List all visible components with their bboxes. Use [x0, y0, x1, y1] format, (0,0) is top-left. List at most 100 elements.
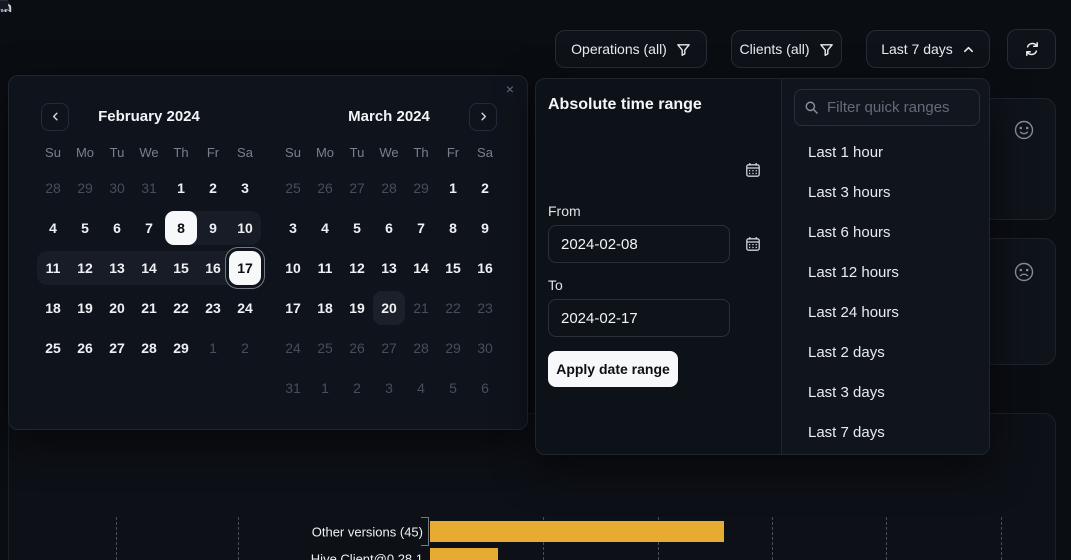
calendar-day[interactable]: 21: [133, 288, 165, 328]
calendar-day[interactable]: 24: [229, 288, 261, 328]
calendar-day[interactable]: 29: [405, 168, 437, 208]
calendar-day[interactable]: 29: [69, 168, 101, 208]
calendar-day[interactable]: 8: [437, 208, 469, 248]
calendar-day[interactable]: 14: [405, 248, 437, 288]
previous-month-button[interactable]: [41, 103, 69, 131]
calendar-day[interactable]: 15: [437, 248, 469, 288]
calendar-day[interactable]: 18: [37, 288, 69, 328]
calendar-icon[interactable]: [745, 236, 761, 257]
calendar-day[interactable]: 16: [197, 248, 229, 288]
calendar-day[interactable]: 11: [37, 248, 69, 288]
calendar-day[interactable]: 13: [101, 248, 133, 288]
calendar-day[interactable]: 29: [437, 328, 469, 368]
calendar-day[interactable]: 10: [277, 248, 309, 288]
clients-filter-button[interactable]: Clients (all): [731, 30, 842, 68]
from-date-input[interactable]: [548, 225, 730, 263]
calendar-day[interactable]: 1: [309, 368, 341, 408]
calendar-day[interactable]: 6: [469, 368, 501, 408]
calendar-day[interactable]: 13: [373, 248, 405, 288]
calendar-day[interactable]: 22: [165, 288, 197, 328]
calendar-day[interactable]: 18: [309, 288, 341, 328]
calendar-day[interactable]: 22: [437, 288, 469, 328]
calendar-day[interactable]: 25: [277, 168, 309, 208]
calendar-day[interactable]: 8: [165, 208, 197, 248]
calendar-day[interactable]: 5: [69, 208, 101, 248]
calendar-day[interactable]: 3: [277, 208, 309, 248]
calendar-day[interactable]: 31: [277, 368, 309, 408]
calendar-day[interactable]: 23: [197, 288, 229, 328]
calendar-day[interactable]: 26: [309, 168, 341, 208]
calendar-day[interactable]: 28: [37, 168, 69, 208]
calendar-day[interactable]: 19: [341, 288, 373, 328]
calendar-day[interactable]: 5: [341, 208, 373, 248]
calendar-icon[interactable]: [745, 162, 761, 183]
close-icon[interactable]: ×: [505, 81, 514, 97]
calendar-day[interactable]: 26: [69, 328, 101, 368]
calendar-day[interactable]: 9: [197, 208, 229, 248]
calendar-day[interactable]: 2: [469, 168, 501, 208]
calendar-day[interactable]: 4: [405, 368, 437, 408]
quick-range-item[interactable]: Last 3 hours: [808, 184, 891, 201]
calendar-day-number: 7: [417, 220, 425, 236]
calendar-day[interactable]: 3: [229, 168, 261, 208]
calendar-day[interactable]: 12: [69, 248, 101, 288]
refresh-button[interactable]: [1007, 29, 1056, 69]
calendar-day[interactable]: 12: [341, 248, 373, 288]
operations-filter-button[interactable]: Operations (all): [555, 30, 707, 68]
quick-range-item[interactable]: Last 12 hours: [808, 264, 899, 281]
calendar-day[interactable]: 25: [309, 328, 341, 368]
calendar-day[interactable]: 27: [101, 328, 133, 368]
calendar-day[interactable]: 20: [101, 288, 133, 328]
calendar-day[interactable]: 5: [437, 368, 469, 408]
calendar-day[interactable]: 2: [341, 368, 373, 408]
calendar-day[interactable]: 30: [101, 168, 133, 208]
calendar-day[interactable]: 4: [37, 208, 69, 248]
calendar-day[interactable]: 7: [133, 208, 165, 248]
calendar-day[interactable]: 17: [229, 248, 261, 288]
calendar-day[interactable]: 28: [373, 168, 405, 208]
calendar-day[interactable]: 3: [373, 368, 405, 408]
calendar-day-number: 2: [481, 180, 489, 196]
calendar-day[interactable]: 10: [229, 208, 261, 248]
to-date-input[interactable]: [548, 299, 730, 337]
calendar-day[interactable]: 7: [405, 208, 437, 248]
calendar-day[interactable]: 2: [197, 168, 229, 208]
calendar-day[interactable]: 16: [469, 248, 501, 288]
calendar-day[interactable]: 14: [133, 248, 165, 288]
calendar-day[interactable]: 1: [165, 168, 197, 208]
calendar-day[interactable]: 15: [165, 248, 197, 288]
calendar-day[interactable]: 30: [469, 328, 501, 368]
calendar-day[interactable]: 6: [101, 208, 133, 248]
calendar-day[interactable]: 19: [69, 288, 101, 328]
calendar-day[interactable]: 25: [37, 328, 69, 368]
calendar-day[interactable]: 28: [405, 328, 437, 368]
next-month-button[interactable]: [469, 103, 497, 131]
calendar-day[interactable]: 17: [277, 288, 309, 328]
calendar-day[interactable]: 21: [405, 288, 437, 328]
calendar-day[interactable]: 23: [469, 288, 501, 328]
calendar-day[interactable]: 31: [133, 168, 165, 208]
calendar-day[interactable]: 4: [309, 208, 341, 248]
quick-range-item[interactable]: Last 1 hour: [808, 144, 884, 161]
calendar-day[interactable]: 27: [373, 328, 405, 368]
apply-date-range-button[interactable]: Apply date range: [548, 351, 678, 387]
calendar-day[interactable]: 9: [469, 208, 501, 248]
calendar-day[interactable]: 6: [373, 208, 405, 248]
calendar-day[interactable]: 26: [341, 328, 373, 368]
calendar-day[interactable]: 11: [309, 248, 341, 288]
quick-range-item[interactable]: Last 3 days: [808, 384, 885, 401]
calendar-day[interactable]: 1: [437, 168, 469, 208]
calendar-day[interactable]: 2: [229, 328, 261, 368]
quick-range-item[interactable]: Last 6 hours: [808, 224, 891, 241]
calendar-day[interactable]: 28: [133, 328, 165, 368]
calendar-day[interactable]: 1: [197, 328, 229, 368]
quick-ranges-filter-input[interactable]: [794, 89, 980, 126]
quick-range-item[interactable]: Last 24 hours: [808, 304, 899, 321]
calendar-day[interactable]: 24: [277, 328, 309, 368]
quick-range-item[interactable]: Last 7 days: [808, 424, 885, 441]
calendar-day[interactable]: 27: [341, 168, 373, 208]
quick-range-item[interactable]: Last 2 days: [808, 344, 885, 361]
time-range-button[interactable]: Last 7 days: [866, 30, 990, 68]
calendar-day[interactable]: 20: [373, 288, 405, 328]
calendar-day[interactable]: 29: [165, 328, 197, 368]
